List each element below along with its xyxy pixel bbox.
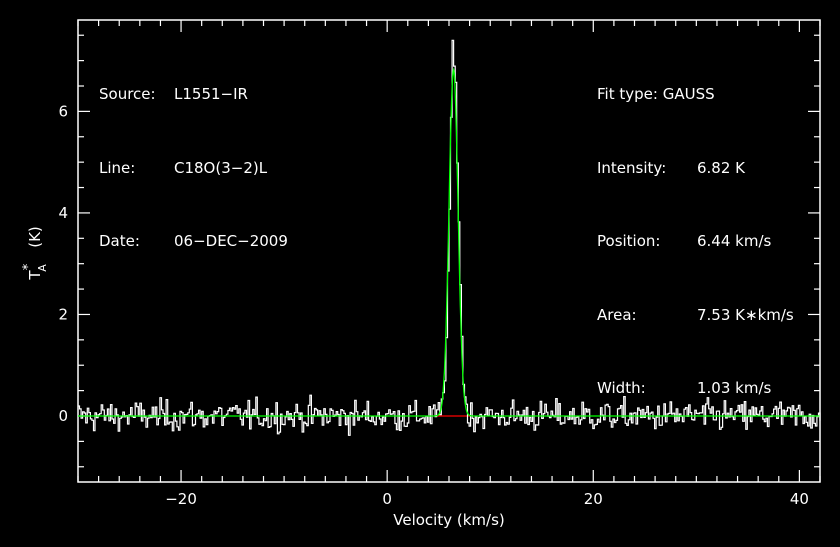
x-tick-label: 40: [790, 490, 809, 508]
y-tick-label: 0: [58, 407, 68, 425]
x-axis-label: Velocity (km/s): [393, 511, 504, 529]
position-value: 6.44 km/s: [697, 232, 772, 250]
gaussian-fit-line: [78, 67, 820, 417]
date-label: Date:: [99, 232, 140, 250]
width-value: 1.03 km/s: [697, 379, 772, 397]
intensity-row: Intensity: 6.82 K: [597, 156, 794, 181]
source-label: Source:: [99, 85, 156, 103]
y-axis-label-unit: (K): [26, 226, 44, 248]
width-row: Width: 1.03 km/s: [597, 376, 794, 401]
source-row: Source: L1551−IR: [99, 82, 288, 107]
area-row: Area: 7.53 K∗km/s: [597, 303, 794, 328]
fit-type-label: Fit type:: [597, 85, 658, 103]
date-row: Date: 06−DEC−2009: [99, 229, 288, 254]
observed-spectrum-line: [78, 39, 821, 436]
y-axis-label: T A * (K): [21, 226, 49, 280]
line-row: Line: C18O(3−2)L: [99, 156, 288, 181]
line-label: Line:: [99, 158, 136, 177]
x-tick-label: 0: [382, 490, 392, 508]
date-value: 06−DEC−2009: [174, 232, 288, 250]
x-tick-label: 20: [584, 490, 603, 508]
intensity-value: 6.82 K: [697, 158, 746, 177]
fit-info-block: Fit type: GAUSS Intensity: 6.82 K Positio…: [597, 33, 794, 425]
y-axis-label-sup: *: [21, 263, 36, 270]
area-value: 7.53 K∗km/s: [697, 305, 794, 324]
width-label: Width:: [597, 379, 646, 397]
position-label: Position:: [597, 232, 661, 250]
source-info-block: Source: L1551−IR Line: C18O(3−2)L Date: 06−…: [99, 33, 288, 278]
axis-tick-labels: −20 0 20 40 0 2 4 6: [58, 102, 808, 508]
y-axis-label-main: T: [26, 270, 44, 281]
area-label: Area:: [597, 305, 637, 324]
intensity-label: Intensity:: [597, 158, 667, 177]
y-tick-label: 6: [58, 102, 68, 120]
fit-type-value: GAUSS: [662, 85, 715, 103]
source-value: L1551−IR: [174, 85, 248, 103]
position-row: Position: 6.44 km/s: [597, 229, 794, 254]
x-tick-label: −20: [165, 490, 197, 508]
y-axis-label-sub: A: [36, 264, 49, 272]
fit-type-row: Fit type: GAUSS: [597, 82, 794, 107]
y-tick-label: 2: [58, 305, 68, 323]
y-tick-label: 4: [58, 204, 68, 222]
line-value: C18O(3−2)L: [174, 158, 268, 177]
axis-ticks: [77, 20, 821, 482]
